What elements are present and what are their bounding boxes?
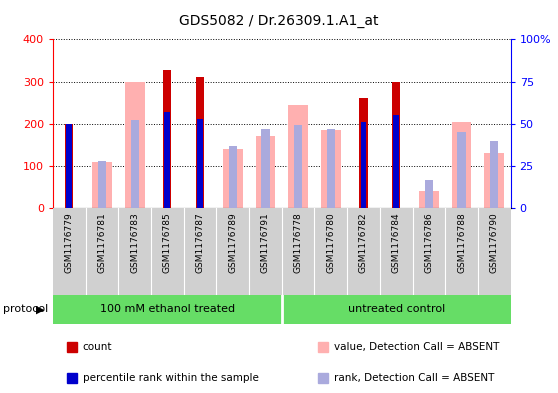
- Bar: [490, 141, 498, 208]
- Bar: [425, 180, 433, 208]
- Text: untreated control: untreated control: [348, 305, 445, 314]
- Bar: [452, 122, 472, 208]
- Bar: [360, 122, 367, 208]
- Text: GSM1176778: GSM1176778: [294, 213, 302, 274]
- Bar: [392, 82, 400, 208]
- Bar: [256, 136, 275, 208]
- Text: GSM1176789: GSM1176789: [228, 213, 237, 274]
- Bar: [92, 162, 112, 208]
- Bar: [53, 295, 282, 324]
- Text: 100 mM ethanol treated: 100 mM ethanol treated: [100, 305, 235, 314]
- Bar: [197, 119, 203, 208]
- Bar: [261, 129, 270, 208]
- Text: GDS5082 / Dr.26309.1.A1_at: GDS5082 / Dr.26309.1.A1_at: [179, 14, 379, 28]
- Bar: [165, 112, 170, 208]
- Bar: [125, 82, 145, 208]
- Text: GSM1176781: GSM1176781: [98, 213, 107, 274]
- Bar: [66, 124, 73, 208]
- Text: GSM1176785: GSM1176785: [163, 213, 172, 274]
- Bar: [294, 125, 302, 208]
- Bar: [458, 132, 465, 208]
- Bar: [282, 295, 511, 324]
- Text: GSM1176780: GSM1176780: [326, 213, 335, 274]
- Bar: [288, 105, 308, 208]
- Bar: [321, 130, 340, 208]
- Bar: [131, 120, 139, 208]
- Bar: [98, 161, 106, 208]
- Text: count: count: [83, 342, 112, 352]
- Text: protocol: protocol: [3, 305, 48, 314]
- Text: percentile rank within the sample: percentile rank within the sample: [83, 373, 258, 383]
- Bar: [65, 124, 74, 208]
- Bar: [163, 70, 171, 208]
- Text: GSM1176783: GSM1176783: [130, 213, 139, 274]
- Text: rank, Detection Call = ABSENT: rank, Detection Call = ABSENT: [334, 373, 494, 383]
- Text: GSM1176779: GSM1176779: [65, 213, 74, 274]
- Bar: [484, 152, 504, 208]
- Text: value, Detection Call = ABSENT: value, Detection Call = ABSENT: [334, 342, 499, 352]
- Bar: [393, 116, 399, 208]
- Bar: [419, 191, 439, 208]
- Text: GSM1176782: GSM1176782: [359, 213, 368, 273]
- Text: GSM1176784: GSM1176784: [392, 213, 401, 273]
- Bar: [359, 97, 368, 208]
- Text: GSM1176788: GSM1176788: [457, 213, 466, 274]
- Bar: [327, 129, 335, 208]
- Text: GSM1176786: GSM1176786: [425, 213, 434, 274]
- Bar: [223, 149, 243, 208]
- Text: GSM1176790: GSM1176790: [490, 213, 499, 274]
- Bar: [229, 146, 237, 208]
- Text: GSM1176787: GSM1176787: [196, 213, 205, 274]
- Text: GSM1176791: GSM1176791: [261, 213, 270, 274]
- Bar: [196, 77, 204, 208]
- Text: ▶: ▶: [36, 305, 45, 314]
